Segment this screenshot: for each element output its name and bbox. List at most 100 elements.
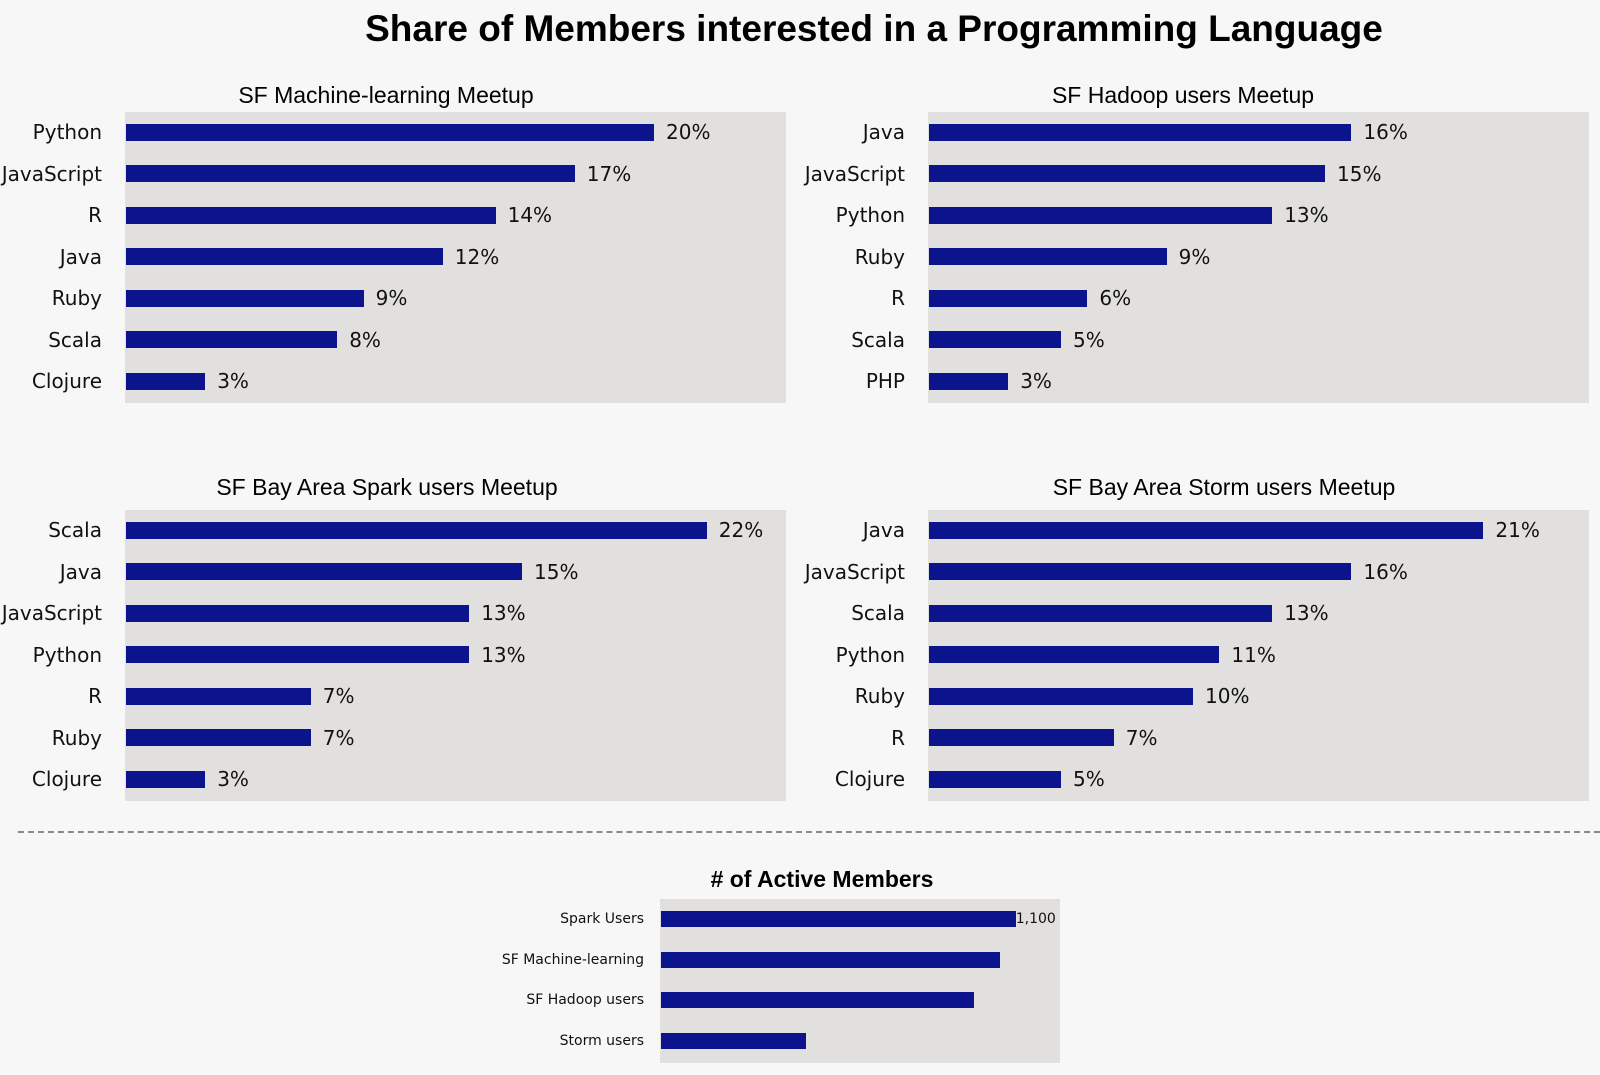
data-label: 10% (1205, 684, 1250, 708)
bar[interactable] (661, 992, 974, 1008)
data-label: 20% (666, 120, 711, 144)
section-divider (18, 831, 1600, 833)
bar[interactable] (126, 123, 654, 141)
category-label: Java (59, 244, 102, 269)
data-label: 12% (454, 244, 500, 269)
category-label: Python (32, 120, 102, 144)
data-label: 16% (1363, 559, 1408, 584)
category-label: Python (32, 642, 102, 667)
bar[interactable] (929, 123, 1352, 141)
category-label: Ruby (854, 684, 905, 708)
category-label: Scala (851, 601, 905, 625)
data-label: 3% (217, 369, 249, 393)
category-label: Scala (48, 327, 102, 352)
category-label: Scala (851, 327, 905, 352)
category-label: Java (862, 120, 905, 144)
bar[interactable] (929, 331, 1061, 348)
data-label: 7% (322, 725, 355, 750)
category-label: Ruby (51, 286, 102, 310)
bar[interactable] (929, 206, 1273, 224)
data-label: 3% (217, 767, 249, 791)
bar[interactable] (126, 770, 206, 788)
bar[interactable] (126, 604, 470, 622)
bar[interactable] (929, 165, 1325, 182)
category-label: Storm users (559, 1032, 644, 1049)
data-label: 13% (481, 642, 526, 667)
bar[interactable] (126, 563, 522, 580)
bar[interactable] (929, 521, 1484, 539)
bar[interactable] (929, 372, 1009, 390)
data-label: 7% (1125, 725, 1158, 750)
bar[interactable] (126, 372, 206, 390)
category-label: R (88, 203, 102, 227)
data-label: 11% (1231, 642, 1276, 667)
data-label: 8% (349, 327, 381, 352)
data-label: 13% (481, 601, 526, 625)
bar[interactable] (126, 289, 364, 307)
bar[interactable] (929, 289, 1088, 307)
bar[interactable] (929, 563, 1352, 580)
bar[interactable] (929, 604, 1273, 622)
bar[interactable] (929, 687, 1193, 705)
data-label: 17% (586, 161, 632, 186)
bar[interactable] (126, 521, 707, 539)
data-label: 9% (1178, 244, 1211, 269)
data-label: 6% (1099, 286, 1132, 310)
category-label: R (891, 725, 905, 750)
category-label: Java (59, 559, 102, 584)
category-label: Ruby (51, 725, 102, 750)
data-label: 15% (534, 559, 579, 584)
bar[interactable] (661, 911, 1016, 927)
members-chart-title: # of Active Members (710, 866, 934, 892)
data-label: 3% (1020, 369, 1052, 393)
category-label: JavaScript (1, 161, 102, 186)
bar[interactable] (126, 248, 443, 265)
page-title: Share of Members interested in a Program… (365, 8, 1383, 49)
category-label: Python (835, 642, 905, 667)
category-label: R (891, 286, 905, 310)
data-label: 13% (1284, 601, 1329, 625)
category-label: Clojure (31, 767, 102, 791)
category-label: JavaScript (804, 559, 905, 584)
category-label: Java (862, 518, 905, 542)
bar[interactable] (126, 646, 470, 663)
category-label: SF Machine-learning (501, 951, 644, 968)
bar[interactable] (661, 951, 1000, 968)
data-label: 22% (718, 518, 764, 542)
category-label: Scala (48, 518, 102, 542)
bar[interactable] (126, 729, 311, 746)
data-label: 1,100 (1015, 911, 1056, 927)
category-label: JavaScript (1, 601, 102, 625)
category-label: SF Hadoop users (526, 992, 644, 1008)
bar[interactable] (126, 687, 311, 705)
data-label: 14% (507, 203, 553, 227)
bar[interactable] (126, 165, 575, 182)
category-label: Spark Users (560, 911, 644, 927)
data-label: 21% (1495, 518, 1540, 542)
data-label: 5% (1073, 767, 1105, 791)
category-label: JavaScript (804, 161, 905, 186)
category-label: Python (835, 203, 905, 227)
bar[interactable] (126, 206, 496, 224)
data-label: 15% (1337, 161, 1382, 186)
data-label: 5% (1073, 327, 1105, 352)
bar[interactable] (929, 729, 1114, 746)
bar[interactable] (661, 1032, 807, 1049)
category-label: PHP (865, 369, 905, 393)
ml-chart-title: SF Machine-learning Meetup (238, 82, 534, 108)
category-label: R (88, 684, 102, 708)
hadoop-chart-title: SF Hadoop users Meetup (1051, 82, 1315, 108)
bar[interactable] (929, 770, 1061, 788)
data-label: 9% (375, 286, 408, 310)
spark-chart-title: SF Bay Area Spark users Meetup (216, 474, 558, 500)
bar[interactable] (126, 331, 338, 348)
bar[interactable] (929, 248, 1167, 265)
data-label: 16% (1363, 120, 1408, 144)
category-label: Clojure (834, 767, 905, 791)
data-label: 7% (322, 684, 355, 708)
bar[interactable] (929, 646, 1220, 663)
category-label: Clojure (31, 369, 102, 393)
storm-chart-title: SF Bay Area Storm users Meetup (1052, 474, 1396, 500)
data-label: 13% (1284, 203, 1329, 227)
category-label: Ruby (854, 244, 905, 269)
